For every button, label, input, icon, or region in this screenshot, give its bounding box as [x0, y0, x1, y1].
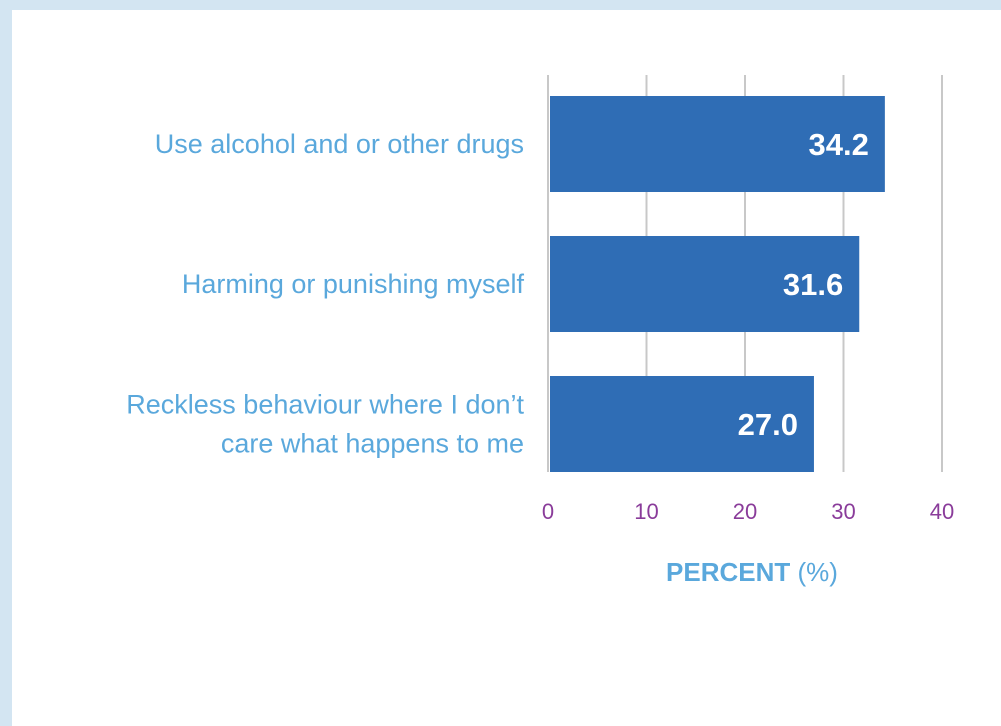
category-label: care what happens to me — [221, 429, 524, 459]
x-tick-labels: 0 10 20 30 40 — [542, 499, 954, 524]
bar-chart: 34.2 31.6 27.0 Use alcohol and or other dr… — [126, 75, 954, 587]
category-label: Harming or punishing myself — [182, 269, 525, 299]
bar — [550, 96, 885, 192]
x-tick-label: 0 — [542, 499, 554, 524]
category-labels: Use alcohol and or other drugs Harming or… — [126, 129, 524, 459]
x-tick-label: 30 — [831, 499, 855, 524]
bars: 34.2 31.6 27.0 — [550, 96, 885, 472]
data-label: 27.0 — [738, 407, 798, 442]
category-label: Reckless behaviour where I don’t — [126, 390, 524, 420]
x-tick-label: 10 — [634, 499, 658, 524]
data-label: 34.2 — [809, 127, 869, 162]
x-tick-label: 40 — [930, 499, 954, 524]
category-label: Use alcohol and or other drugs — [155, 129, 524, 159]
bar — [550, 236, 860, 332]
bar — [550, 376, 814, 472]
x-tick-label: 20 — [733, 499, 757, 524]
x-axis-title-unit: (%) — [790, 557, 838, 587]
x-axis-title: PERCENT (%) — [666, 557, 838, 587]
data-label: 31.6 — [783, 267, 843, 302]
chart-card: 34.2 31.6 27.0 Use alcohol and or other dr… — [12, 10, 1001, 726]
x-axis-title-bold: PERCENT — [666, 557, 790, 587]
